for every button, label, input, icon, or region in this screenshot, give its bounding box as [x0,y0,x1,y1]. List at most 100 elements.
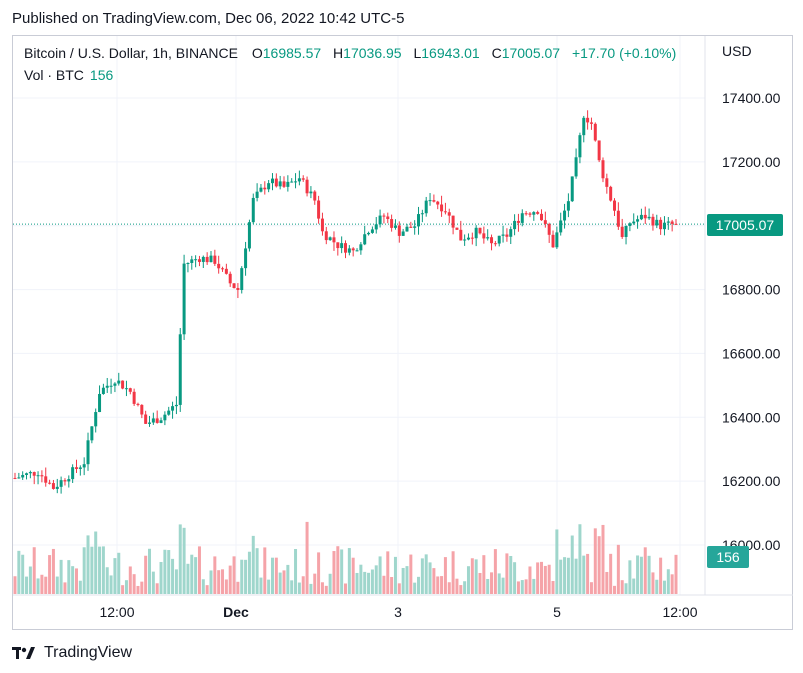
candle-body [113,383,117,386]
candle-body [48,482,52,484]
volume-bar [59,559,63,594]
volume-bar [436,576,440,594]
volume-bar [609,553,613,594]
candle-body [286,181,290,187]
candle-body [232,283,236,289]
candle-body [194,259,198,261]
candle-body [370,229,374,233]
volume-bar [589,582,593,594]
volume-bar [178,524,182,594]
volume-bar [25,576,29,594]
candle-body [470,237,474,239]
volume-bar [270,557,274,594]
candle-body [167,410,171,415]
candle-body [386,216,390,220]
volume-bar [278,572,282,594]
change-value: +17.70 (+0.10%) [571,45,677,61]
volume-bar [297,582,301,594]
volume-bar [524,579,528,594]
candle-body [651,216,655,226]
volume-bar [593,528,597,594]
candle-body [117,380,121,384]
candle-body [574,157,578,177]
volume-bar [474,559,478,594]
volume-bar [148,548,152,594]
currency-label[interactable]: USD [722,43,752,59]
volume-bar [244,559,248,594]
volume-bar [101,546,105,594]
candle-body [509,229,513,237]
volume-bar [386,551,390,594]
volume-bar [90,546,94,594]
candle-body [555,232,559,248]
volume-bar [351,557,355,594]
volume-bar [586,553,590,594]
candle-body [532,212,536,215]
candle-body [409,226,413,228]
candle-body [128,388,132,392]
volume-bar [539,561,543,594]
volume-bar [628,560,632,594]
volume-bar [236,581,240,594]
volume-bar [643,547,647,594]
volume-bar [659,557,663,594]
price-tick-label: 16600.00 [722,345,781,361]
candle-body [513,220,517,230]
candle-body [328,237,332,241]
volume-bar [662,580,666,594]
candle-body [236,288,240,290]
volume-bar [190,554,194,594]
volume-bar [501,577,505,594]
volume-bar [186,563,190,594]
volume-bar [98,546,102,594]
candle-body [397,225,401,236]
volume-bar [197,546,201,594]
candle-body [317,200,321,219]
volume-bar [294,549,298,594]
volume-bar [332,551,336,594]
candle-body [105,385,109,388]
candle-body [474,227,478,239]
volume-bar [290,580,294,594]
volume-bar [113,558,117,594]
volume-bar [616,544,620,594]
candle-body [320,218,324,232]
candle-body [586,117,590,123]
close-label: C [491,45,502,61]
volume-bar [463,581,467,594]
volume-bar [597,536,601,594]
candle-body [190,259,194,264]
volume-bar [128,566,132,594]
candle-body [32,472,36,476]
time-tick-label: 3 [394,604,402,620]
volume-bar [497,573,501,594]
candle-body [228,273,232,284]
candle-body [589,122,593,124]
volume-bar [28,566,32,594]
candle-body [536,212,540,214]
volume-bar [563,557,567,594]
candle-body [251,197,255,223]
footer[interactable]: TradingView [12,642,132,664]
candle-body [455,227,459,230]
volume-bar [155,583,159,594]
candle-body [282,181,286,187]
candle-body [482,233,486,239]
candle-body [359,244,363,251]
volume-bar [344,583,347,594]
candle-body [340,243,344,249]
tradingview-logo-icon [12,645,38,661]
candle-body [374,224,378,230]
candle-body [159,420,163,423]
candle-body [94,412,98,427]
volume-bar [670,574,674,594]
volume-bar [32,547,36,594]
candle-body [336,242,340,249]
candle-body [255,191,259,198]
top-bar: Published on TradingView.com, Dec 06, 20… [0,0,803,36]
volume-bar [140,581,144,594]
candle-body [86,440,90,465]
candle-body [666,221,670,223]
candle-body [171,406,175,411]
